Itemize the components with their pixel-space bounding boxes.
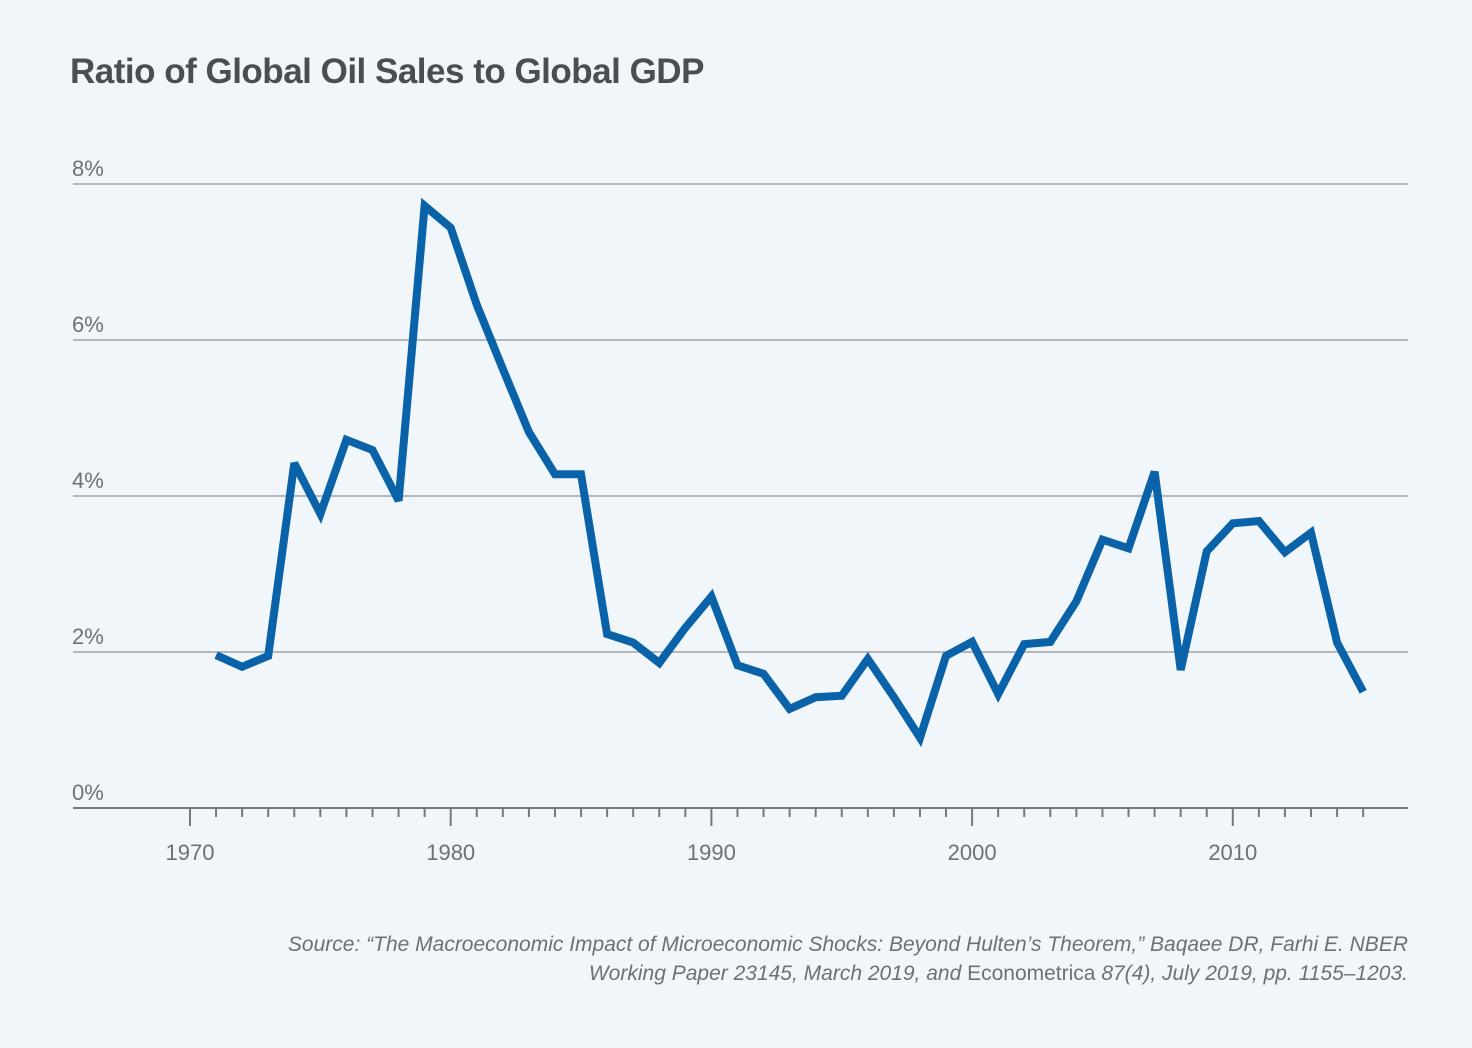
- y-tick-label: 0%: [72, 780, 104, 805]
- x-tick-label: 2000: [948, 840, 997, 865]
- x-tick-label: 1980: [426, 840, 475, 865]
- source-line-1: Source: “The Macroeconomic Impact of Mic…: [287, 933, 1408, 956]
- x-tick-label: 1970: [166, 840, 215, 865]
- source-line-2a: Working Paper 23145, March 2019, and: [588, 962, 968, 985]
- y-tick-label: 2%: [72, 624, 104, 649]
- source-note: Source: “The Macroeconomic Impact of Mic…: [288, 930, 1408, 988]
- source-line-2: Working Paper 23145, March 2019, and Eco…: [288, 959, 1408, 988]
- x-tick-label: 2010: [1208, 840, 1257, 865]
- x-tick-label: 1990: [687, 840, 736, 865]
- y-axis-labels: 0% 2% 4% 6% 8%: [72, 156, 104, 805]
- series-line: [214, 197, 1367, 748]
- source-line-2b: 87(4), July 2019, pp. 1155–1203.: [1095, 962, 1408, 985]
- x-axis: [73, 807, 1408, 826]
- gridlines: [73, 183, 1408, 653]
- journal-name: Econometrica: [967, 962, 1096, 985]
- x-axis-labels: 1970 1980 1990 2000 2010: [166, 840, 1258, 865]
- y-tick-label: 6%: [72, 312, 104, 337]
- series-layer: [214, 197, 1367, 748]
- y-tick-label: 8%: [72, 156, 104, 181]
- y-tick-label: 4%: [72, 468, 104, 493]
- chart-title: Ratio of Global Oil Sales to Global GDP: [70, 52, 704, 91]
